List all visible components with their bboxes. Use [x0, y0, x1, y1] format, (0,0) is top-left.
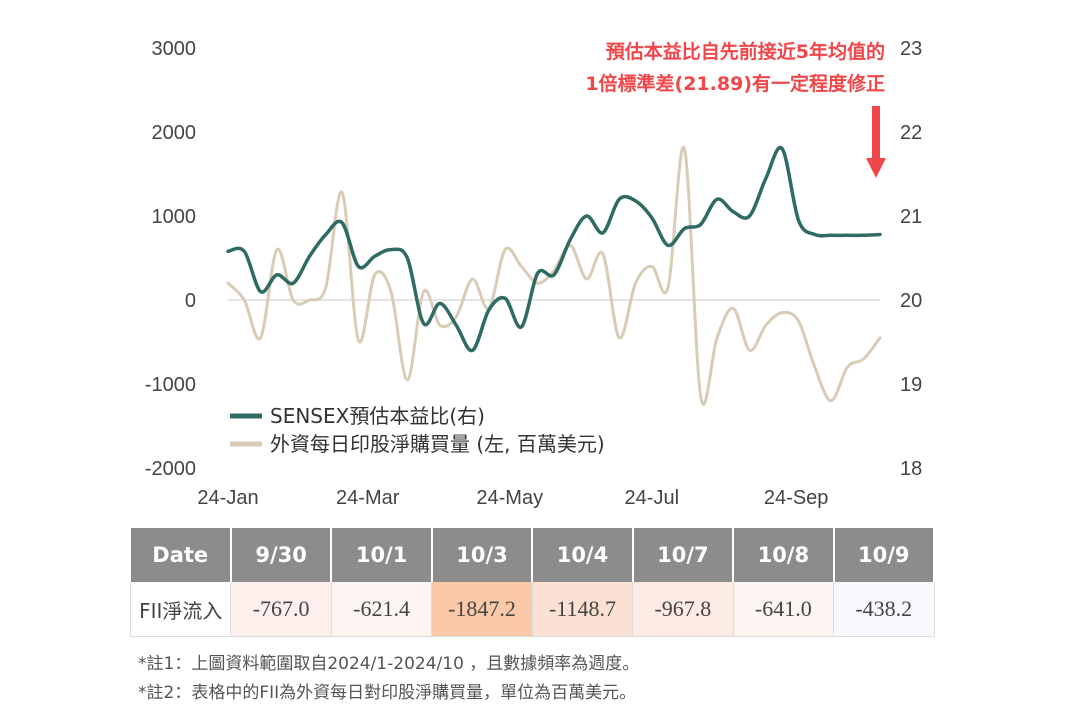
table-header-cell: 10/7 [632, 528, 735, 582]
table-cell: -641.0 [733, 582, 835, 637]
series-layer [226, 145, 882, 406]
table-row: FII淨流入 -767.0 -621.4 -1847.2 -1148.7 -96… [129, 582, 935, 637]
right-tick-label: 21 [900, 206, 922, 228]
series-line-sensex-pe [226, 145, 882, 353]
right-tick-label: 19 [900, 374, 922, 396]
footnotes: *註1：上圖資料範圍取自2024/1-2024/10 ，且數據頻率為週度。 *註… [138, 650, 639, 708]
left-tick-label: 1000 [152, 206, 197, 228]
x-tick-label: 24-Sep [764, 487, 829, 509]
table-cell: -438.2 [833, 582, 935, 637]
table-header-cell: 10/8 [733, 528, 835, 582]
series-line-fii-flow [226, 145, 882, 406]
left-tick-label: 2000 [152, 122, 197, 144]
x-axis-ticks: 24-Jan 24-Mar 24-May 24-Jul 24-Sep [197, 487, 828, 509]
table-row-label: FII淨流入 [129, 582, 232, 637]
footnote-1: *註1：上圖資料範圍取自2024/1-2024/10 ，且數據頻率為週度。 [138, 654, 640, 674]
left-tick-label: 0 [185, 290, 196, 312]
table-header-cell: 10/1 [331, 528, 433, 582]
table-header-row: Date 9/30 10/1 10/3 10/4 10/7 10/8 10/9 [130, 528, 936, 582]
x-tick-label: 24-Jul [625, 487, 679, 509]
table-header-cell: 10/9 [833, 528, 936, 582]
legend-label-sensex: SENSEX預估本益比(右) [270, 404, 485, 428]
legend-label-fii: 外資每日印股淨購買量 (左, 百萬美元) [270, 432, 605, 456]
table-cell: -1847.2 [431, 582, 533, 637]
left-tick-label: -1000 [145, 374, 196, 396]
table-cell: -621.4 [331, 582, 433, 637]
right-axis-ticks: 23 22 21 20 19 18 [900, 38, 922, 480]
x-tick-label: 24-May [476, 487, 543, 509]
left-tick-label: 3000 [152, 38, 197, 60]
table-header-date: Date [130, 528, 232, 582]
table-header-cell: 9/30 [230, 528, 333, 582]
chart: 3000 2000 1000 0 -1000 -2000 23 22 21 20 19 18 24-… [145, 38, 922, 509]
annotation: 預估本益比自先前接近5年均值的 1倍標準差(21.89)有一定程度修正 [585, 40, 886, 178]
table-header-cell: 10/4 [532, 528, 634, 582]
table-cell: -767.0 [230, 582, 332, 637]
table-header-cell: 10/3 [431, 528, 534, 582]
annotation-line-1: 預估本益比自先前接近5年均值的 [606, 40, 885, 63]
table-cell: -967.8 [632, 582, 734, 637]
x-tick-label: 24-Mar [336, 487, 400, 509]
right-tick-label: 20 [900, 290, 922, 312]
down-arrow-icon [866, 106, 886, 178]
right-tick-label: 23 [900, 38, 922, 60]
x-tick-label: 24-Jan [197, 487, 258, 509]
fii-table: Date 9/30 10/1 10/3 10/4 10/7 10/8 10/9 … [129, 528, 936, 637]
right-tick-label: 18 [900, 458, 922, 480]
left-tick-label: -2000 [145, 458, 196, 480]
footnote-2: *註2：表格中的FII為外資每日對印股淨購買量，單位為百萬美元。 [138, 683, 637, 703]
table-cell: -1148.7 [532, 582, 634, 637]
left-axis-ticks: 3000 2000 1000 0 -1000 -2000 [145, 38, 196, 480]
annotation-line-2: 1倍標準差(21.89)有一定程度修正 [585, 72, 885, 95]
right-tick-label: 22 [900, 122, 922, 144]
legend: SENSEX預估本益比(右) 外資每日印股淨購買量 (左, 百萬美元) [230, 404, 605, 456]
